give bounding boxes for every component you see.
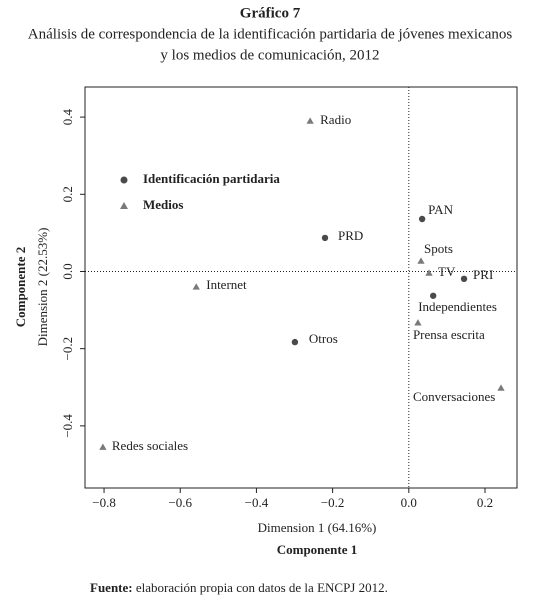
point <box>306 117 314 124</box>
y-tick-label: −0.2 <box>60 337 75 361</box>
point-label: Conversaciones <box>413 389 495 404</box>
point <box>497 384 505 391</box>
source-text: elaboración propia con datos de la ENCPJ… <box>136 580 388 595</box>
point <box>418 215 426 223</box>
point <box>429 292 437 299</box>
point <box>460 275 468 283</box>
point <box>321 234 329 242</box>
y-tick-label: 0.2 <box>60 186 75 202</box>
point-label: PRI <box>473 267 493 282</box>
point-label: Prensa escrita <box>413 327 485 342</box>
x-tick-label: −0.8 <box>92 495 116 510</box>
chart-title: Gráfico 7 <box>240 5 301 21</box>
source-prefix: Fuente: <box>90 580 133 595</box>
point-label: Radio <box>320 112 351 127</box>
point <box>99 443 107 450</box>
point-label: Spots <box>424 241 453 256</box>
legend-marker <box>120 176 128 184</box>
point-label: Otros <box>309 331 338 346</box>
point-label: TV <box>438 264 456 279</box>
x-axis-label: Dimension 1 (64.16%) <box>258 520 377 535</box>
x-tick-label: 0.2 <box>477 495 493 510</box>
point <box>425 269 433 276</box>
plot-frame <box>84 86 518 489</box>
point <box>291 338 299 346</box>
legend-marker <box>120 202 128 209</box>
legend-label: Identificación partidaria <box>143 171 280 186</box>
point-label: PRD <box>338 228 363 243</box>
x-tick-label: −0.4 <box>245 495 269 510</box>
y-axis-label: Componente 2 <box>13 247 28 328</box>
chart-subtitle: y los medios de comunicación, 2012 <box>160 47 379 63</box>
x-tick-label: −0.2 <box>321 495 345 510</box>
point-label: Independientes <box>418 299 497 314</box>
point-label: PAN <box>428 202 453 217</box>
y-tick-label: 0.0 <box>60 263 75 279</box>
chart-subtitle: Análisis de correspondencia de la identi… <box>28 26 513 42</box>
x-axis-label: Componente 1 <box>277 542 358 557</box>
point <box>417 257 425 264</box>
point-label: Internet <box>206 277 247 292</box>
point-label: Redes sociales <box>112 438 188 453</box>
y-tick-label: 0.4 <box>60 108 75 125</box>
y-tick-label: −0.4 <box>60 414 75 438</box>
legend-label: Medios <box>143 197 183 212</box>
point <box>414 319 422 326</box>
x-tick-label: −0.6 <box>168 495 192 510</box>
y-axis-label: Dimension 2 (22.53%) <box>35 228 50 347</box>
x-tick-label: 0.0 <box>401 495 417 510</box>
source: Fuente: elaboración propia con datos de … <box>90 580 388 595</box>
point <box>192 283 200 290</box>
